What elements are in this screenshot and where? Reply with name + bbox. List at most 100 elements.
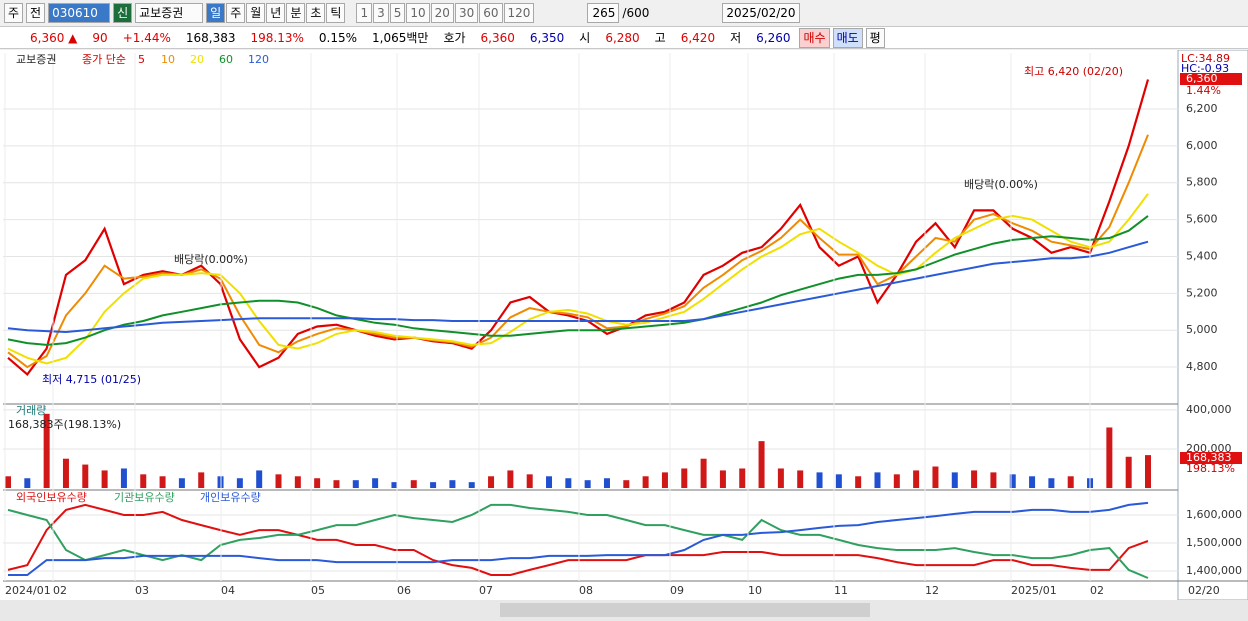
volume-bar <box>333 480 340 488</box>
hc-label: HC:-0.93 <box>1181 62 1229 75</box>
volume-bar <box>623 480 630 488</box>
pane-title: 거래량 <box>16 404 46 417</box>
volume-bar <box>584 480 591 488</box>
volume-bar <box>372 478 379 488</box>
quote-item: 6,420 <box>680 30 716 45</box>
low-label: 최저 4,715 (01/25) <box>42 373 141 386</box>
last-price-box <box>1180 73 1242 85</box>
y-tick-label: 400,000 <box>1186 403 1232 416</box>
volume-bar <box>681 468 688 488</box>
series-line <box>7 134 1149 369</box>
quote-item: 6,360 ▲ <box>30 30 78 45</box>
volume-bar <box>1106 427 1113 488</box>
step-button[interactable]: 5 <box>389 3 406 23</box>
series-line <box>7 503 1149 576</box>
y-tick-label: 200,000 <box>1186 442 1232 455</box>
legend-entry: 개인보유수량 <box>200 491 261 504</box>
volume-bar <box>816 472 823 488</box>
left-button[interactable]: 전 <box>26 3 46 23</box>
period-button[interactable]: 틱 <box>326 3 346 23</box>
period-button[interactable]: 분 <box>286 3 306 23</box>
volume-bar <box>294 476 301 488</box>
volume-bar <box>1029 476 1036 488</box>
quote-bar: 6,360 ▲ 90 +1.44% 168,383 198.13% 0.15% 1,065백… <box>0 27 1248 49</box>
count[interactable]: 265 <box>587 3 620 23</box>
legend-entry: 60 <box>219 53 233 66</box>
code-input[interactable]: 030610 <box>48 3 111 23</box>
volume-bar <box>24 478 31 488</box>
quote-button[interactable]: 매수 <box>799 27 830 48</box>
volume-bar <box>777 468 784 488</box>
x-tick-label: 2024/01 <box>5 584 51 597</box>
volume-bar <box>951 472 958 488</box>
volume-bar <box>352 480 359 488</box>
y-tick-label: 5,800 <box>1186 176 1218 189</box>
background <box>0 50 1248 621</box>
volume-bar <box>410 480 417 488</box>
volume-bar <box>140 474 147 488</box>
y-tick-label: 5,400 <box>1186 249 1218 262</box>
period-button[interactable]: 일 <box>206 3 226 23</box>
lc-label: LC:34.89 <box>1181 52 1230 65</box>
x-tick-label: 07 <box>479 584 493 597</box>
step-button[interactable]: 20 <box>430 3 454 23</box>
scroll-thumb[interactable] <box>500 603 870 617</box>
period-button[interactable]: 년 <box>266 3 286 23</box>
series-line <box>7 79 1150 377</box>
volume-bar <box>314 478 321 488</box>
period-button[interactable]: 주 <box>226 3 246 23</box>
x-tick-label: 03 <box>135 584 149 597</box>
step-button[interactable]: 10 <box>406 3 430 23</box>
volume-bar <box>661 472 668 488</box>
volume-bar <box>449 480 456 488</box>
tag: 신 <box>113 3 133 23</box>
series-line <box>7 503 1149 579</box>
quote-button[interactable]: 평 <box>865 27 885 48</box>
volume-bar <box>159 476 166 488</box>
volume-bar <box>758 441 765 488</box>
volume-bar <box>430 482 437 488</box>
step-button[interactable]: 60 <box>479 3 503 23</box>
volume-bar <box>990 472 997 488</box>
series-line <box>7 215 1149 346</box>
x-tick-label: 02 <box>53 584 67 597</box>
volume-bar <box>700 458 707 488</box>
y-tick-label: 1,500,000 <box>1186 536 1242 549</box>
x-tick-label: 2025/01 <box>1011 584 1057 597</box>
last-ratio: 198.13% <box>1186 462 1235 475</box>
last-volume-box <box>1180 452 1242 464</box>
period-button[interactable]: 월 <box>246 3 266 23</box>
volume-bar <box>1067 476 1074 488</box>
x-tick-label: 08 <box>579 584 593 597</box>
volume-bar <box>797 470 804 488</box>
quote-button[interactable]: 매도 <box>832 27 863 48</box>
y-tick-label: 1,600,000 <box>1186 508 1242 521</box>
quote-item: 고 <box>654 31 666 45</box>
volume-bar <box>603 478 610 488</box>
x-tick-label: 10 <box>748 584 762 597</box>
volume-bar <box>874 472 881 488</box>
step-button[interactable]: 1 <box>356 3 373 23</box>
ex-div-label: 배당락(0.00%) <box>174 253 248 266</box>
volume-bar <box>256 470 263 488</box>
volume-bar <box>971 470 978 488</box>
quote-item: 6,350 <box>529 30 565 45</box>
x-tick-label: 06 <box>397 584 411 597</box>
legend-entry: 외국인보유수량 <box>16 491 87 504</box>
left-button[interactable]: 주 <box>4 3 24 23</box>
volume-bar <box>120 468 127 488</box>
quote-item: 90 <box>92 30 108 45</box>
right-axis <box>1177 50 1248 601</box>
volume-bar <box>1009 474 1016 488</box>
date[interactable]: 2025/02/20 <box>722 3 800 23</box>
y-tick-label: 6,200 <box>1186 102 1218 115</box>
legend-entry: 120 <box>248 53 269 66</box>
volume-bar <box>5 476 11 488</box>
step-button[interactable]: 30 <box>454 3 479 23</box>
volume-bar <box>275 474 282 488</box>
period-button[interactable]: 초 <box>306 3 326 23</box>
step-button[interactable]: 120 <box>503 3 535 23</box>
step-button[interactable]: 3 <box>373 3 389 23</box>
